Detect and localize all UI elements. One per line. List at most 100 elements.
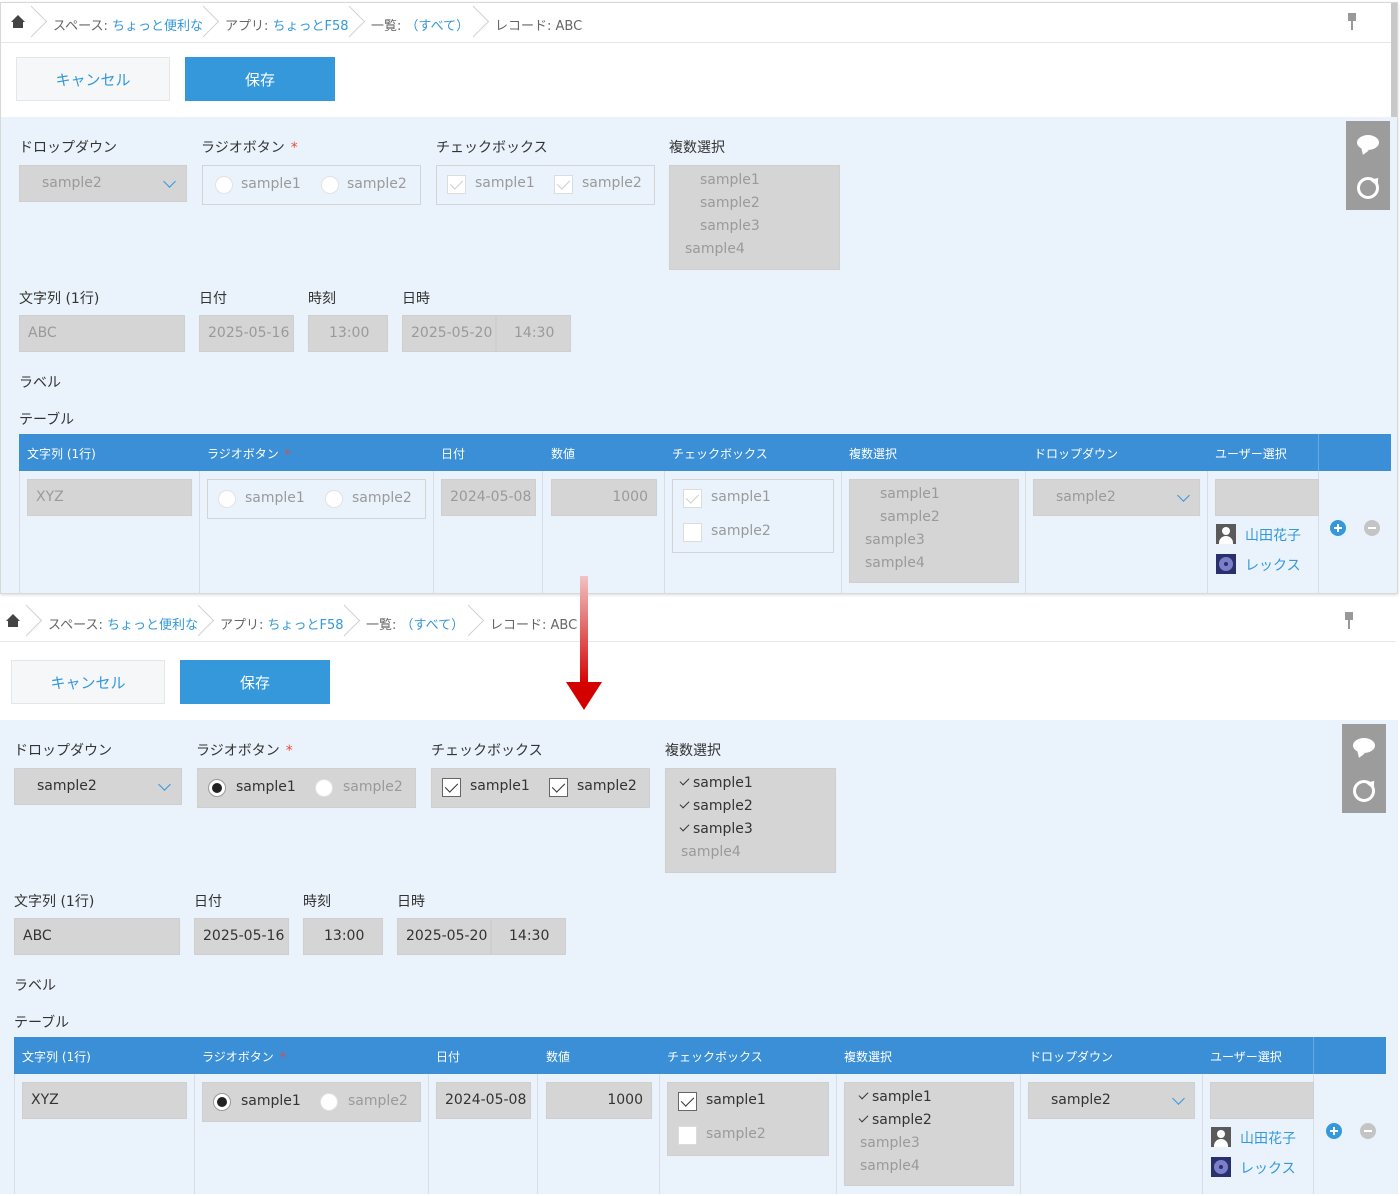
breadcrumb-separator bbox=[468, 602, 484, 642]
table-checkbox-sample1[interactable] bbox=[678, 1092, 697, 1111]
save-button[interactable]: 保存 bbox=[185, 57, 335, 101]
remove-row-icon[interactable] bbox=[1364, 520, 1380, 536]
multi-option[interactable]: sample3 bbox=[860, 1135, 920, 1151]
datetime-time-field[interactable]: 14:30 bbox=[496, 315, 571, 352]
table-date-field[interactable]: 2024-05-08 bbox=[436, 1082, 531, 1119]
table-multi-select[interactable]: sample1 sample2 sample3 sample4 bbox=[849, 479, 1019, 583]
table-checkbox-sample2[interactable] bbox=[678, 1126, 697, 1145]
table-radio-sample2[interactable] bbox=[320, 1093, 338, 1111]
multi-option[interactable]: sample3 bbox=[700, 218, 760, 234]
comment-icon[interactable] bbox=[1357, 135, 1379, 150]
checkbox-sample2[interactable] bbox=[549, 778, 568, 797]
checkbox-group: sample1 sample2 bbox=[436, 165, 655, 205]
date-field[interactable]: 2025-05-16 bbox=[194, 918, 289, 955]
table-header: 文字列 (1行) ラジオボタン * 日付 数値 チェックボックス 複数選択 ドロッ… bbox=[14, 1037, 1386, 1074]
multi-option[interactable]: sample3 bbox=[679, 821, 753, 837]
dropdown-field[interactable]: sample2 bbox=[14, 768, 182, 805]
radio-sample2[interactable] bbox=[321, 176, 339, 194]
table-text-field[interactable]: XYZ bbox=[27, 479, 192, 516]
checkbox-option-label: sample1 bbox=[475, 175, 535, 191]
table-date-value: 2024-05-08 bbox=[450, 489, 532, 505]
comment-icon[interactable] bbox=[1353, 738, 1375, 753]
user-link[interactable]: レックス bbox=[1245, 558, 1301, 574]
breadcrumb-view[interactable]: 一覧: （すべて） bbox=[366, 618, 465, 633]
home-icon[interactable] bbox=[11, 15, 25, 29]
history-icon[interactable] bbox=[1357, 177, 1379, 199]
multi-option[interactable]: sample2 bbox=[880, 509, 940, 525]
add-row-icon[interactable] bbox=[1330, 520, 1346, 536]
breadcrumb-space[interactable]: スペース: ちょっと便利な bbox=[53, 19, 203, 34]
multi-option[interactable]: sample1 bbox=[679, 775, 753, 791]
table-text-field[interactable]: XYZ bbox=[22, 1082, 187, 1119]
form-area: ドロップダウン ラジオボタン * チェックボックス 複数選択 sample2 sa… bbox=[0, 720, 1398, 1194]
table-dropdown-field[interactable]: sample2 bbox=[1028, 1082, 1195, 1119]
checkbox-sample1[interactable] bbox=[447, 175, 466, 194]
breadcrumb-view[interactable]: 一覧: （すべて） bbox=[371, 19, 470, 34]
table-number-field[interactable]: 1000 bbox=[546, 1082, 652, 1119]
multi-option[interactable]: sample1 bbox=[858, 1089, 932, 1105]
table-radio-sample2[interactable] bbox=[325, 490, 343, 508]
user-link[interactable]: 山田花子 bbox=[1245, 528, 1301, 544]
multi-option[interactable]: sample4 bbox=[865, 555, 925, 571]
cancel-button[interactable]: キャンセル bbox=[11, 660, 165, 704]
text-field[interactable]: ABC bbox=[14, 918, 180, 955]
text-field[interactable]: ABC bbox=[19, 315, 185, 352]
breadcrumb-space[interactable]: スペース: ちょっと便利な bbox=[48, 618, 198, 633]
breadcrumb-app[interactable]: アプリ: ちょっとF58 bbox=[220, 618, 344, 633]
table-date-field[interactable]: 2024-05-08 bbox=[441, 479, 536, 516]
table-multi-select[interactable]: sample1 sample2 sample3 sample4 bbox=[844, 1082, 1014, 1186]
table-user-select-input[interactable] bbox=[1210, 1082, 1314, 1119]
checkbox-group: sample1 sample2 bbox=[431, 768, 650, 808]
multi-option[interactable]: sample4 bbox=[681, 844, 741, 860]
datetime-date-field[interactable]: 2025-05-20 bbox=[397, 918, 491, 955]
radio-sample1[interactable] bbox=[208, 779, 226, 797]
table-radio-sample1[interactable] bbox=[213, 1093, 231, 1111]
multi-option[interactable]: sample3 bbox=[865, 532, 925, 548]
table-radio-sample1[interactable] bbox=[218, 490, 236, 508]
history-icon[interactable] bbox=[1353, 780, 1375, 802]
multi-option[interactable]: sample4 bbox=[860, 1158, 920, 1174]
cancel-button[interactable]: キャンセル bbox=[16, 57, 170, 101]
datetime-time-field[interactable]: 14:30 bbox=[491, 918, 566, 955]
checkbox-sample2[interactable] bbox=[554, 175, 573, 194]
user-link[interactable]: レックス bbox=[1240, 1161, 1296, 1177]
dropdown-field[interactable]: sample2 bbox=[19, 165, 187, 202]
multi-option[interactable]: sample1 bbox=[700, 172, 760, 188]
table-checkbox-sample2[interactable] bbox=[683, 523, 702, 542]
column-header: チェックボックス bbox=[672, 447, 768, 461]
remove-row-icon[interactable] bbox=[1360, 1123, 1376, 1139]
user-link[interactable]: 山田花子 bbox=[1240, 1131, 1296, 1147]
radio-group: sample1 sample2 bbox=[202, 165, 421, 205]
multi-option[interactable]: sample1 bbox=[880, 486, 940, 502]
multi-option[interactable]: sample2 bbox=[700, 195, 760, 211]
multi-option[interactable]: sample4 bbox=[685, 241, 745, 257]
multi-option[interactable]: sample2 bbox=[679, 798, 753, 814]
checkbox-option-label: sample1 bbox=[706, 1092, 766, 1108]
datetime-date-field[interactable]: 2025-05-20 bbox=[402, 315, 496, 352]
multi-select[interactable]: sample1 sample2 sample3 sample4 bbox=[665, 768, 836, 873]
breadcrumb-app[interactable]: アプリ: ちょっとF58 bbox=[225, 19, 349, 34]
column-header: 数値 bbox=[551, 447, 576, 461]
radio-sample2[interactable] bbox=[315, 779, 333, 797]
time-field[interactable]: 13:00 bbox=[303, 918, 383, 955]
checkbox-sample1[interactable] bbox=[442, 778, 461, 797]
radio-sample1[interactable] bbox=[215, 176, 233, 194]
save-button[interactable]: 保存 bbox=[180, 660, 330, 704]
table-checkbox-sample1[interactable] bbox=[683, 489, 702, 508]
time-value: 13:00 bbox=[329, 325, 370, 341]
pin-icon[interactable] bbox=[1347, 13, 1357, 31]
date-field[interactable]: 2025-05-16 bbox=[199, 315, 294, 352]
add-row-icon[interactable] bbox=[1326, 1123, 1342, 1139]
time-field[interactable]: 13:00 bbox=[308, 315, 388, 352]
pin-icon[interactable] bbox=[1344, 612, 1354, 630]
multi-select[interactable]: sample1 sample2 sample3 sample4 bbox=[669, 165, 840, 270]
dropdown-label: ドロップダウン bbox=[14, 743, 112, 759]
label-field: ラベル bbox=[19, 375, 61, 391]
table-text-value: XYZ bbox=[36, 489, 64, 505]
table-number-field[interactable]: 1000 bbox=[551, 479, 657, 516]
multi-option[interactable]: sample2 bbox=[858, 1112, 932, 1128]
table-dropdown-field[interactable]: sample2 bbox=[1033, 479, 1200, 516]
table-header: 文字列 (1行) ラジオボタン * 日付 数値 チェックボックス 複数選択 ドロッ… bbox=[19, 434, 1391, 471]
table-user-select-input[interactable] bbox=[1215, 479, 1319, 516]
home-icon[interactable] bbox=[6, 614, 20, 628]
